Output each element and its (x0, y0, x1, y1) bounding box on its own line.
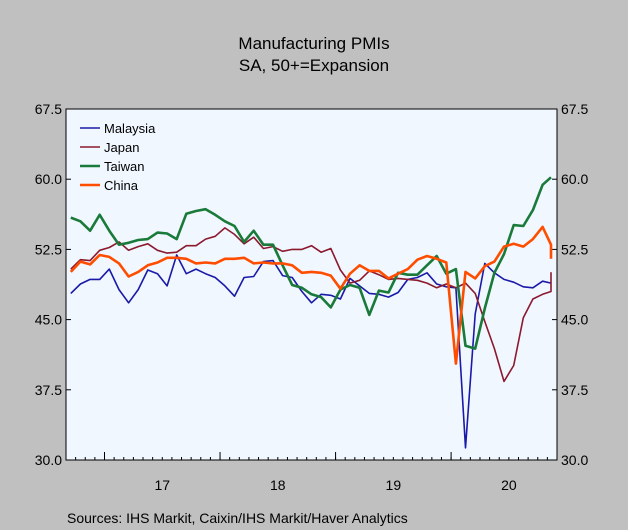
chart-title: Manufacturing PMIs (238, 34, 390, 53)
x-tick-label: 20 (501, 477, 517, 493)
series-line-japan (70, 227, 552, 383)
legend-label-china: China (104, 178, 139, 193)
plot-area (65, 108, 558, 461)
y-tick-label-left: 45.0 (35, 312, 62, 328)
y-tick-label-right: 52.5 (561, 241, 588, 257)
x-tick-label: 17 (154, 477, 170, 493)
chart-subtitle: SA, 50+=Expansion (238, 56, 390, 75)
y-tick-label-right: 60.0 (561, 171, 588, 187)
y-tick-label-right: 30.0 (561, 452, 588, 468)
x-tick-label: 18 (270, 477, 286, 493)
series-lines (69, 176, 553, 449)
series-line-malaysia (70, 254, 552, 449)
legend-label-malaysia: Malaysia (104, 121, 156, 136)
y-tick-label-left: 67.5 (35, 101, 62, 117)
y-tick-label-right: 37.5 (561, 382, 588, 398)
series-line-china (69, 225, 553, 365)
x-tick-label: 19 (386, 477, 402, 493)
legend-label-taiwan: Taiwan (104, 159, 144, 174)
source-note: Sources: IHS Markit, Caixin/IHS Markit/H… (67, 510, 408, 526)
y-tick-label-left: 60.0 (35, 171, 62, 187)
y-tick-label-left: 30.0 (35, 452, 62, 468)
y-tick-label-right: 67.5 (561, 101, 588, 117)
y-tick-label-right: 45.0 (561, 312, 588, 328)
legend: Malaysia Japan Taiwan China (80, 121, 156, 193)
axes: 30.0 30.0 37.5 37.5 45.0 45.0 52.5 52.5 60.0 60.0… (35, 101, 589, 493)
y-tick-label-left: 37.5 (35, 382, 62, 398)
y-tick-label-left: 52.5 (35, 241, 62, 257)
series-line-taiwan (70, 176, 552, 350)
legend-label-japan: Japan (104, 140, 139, 155)
